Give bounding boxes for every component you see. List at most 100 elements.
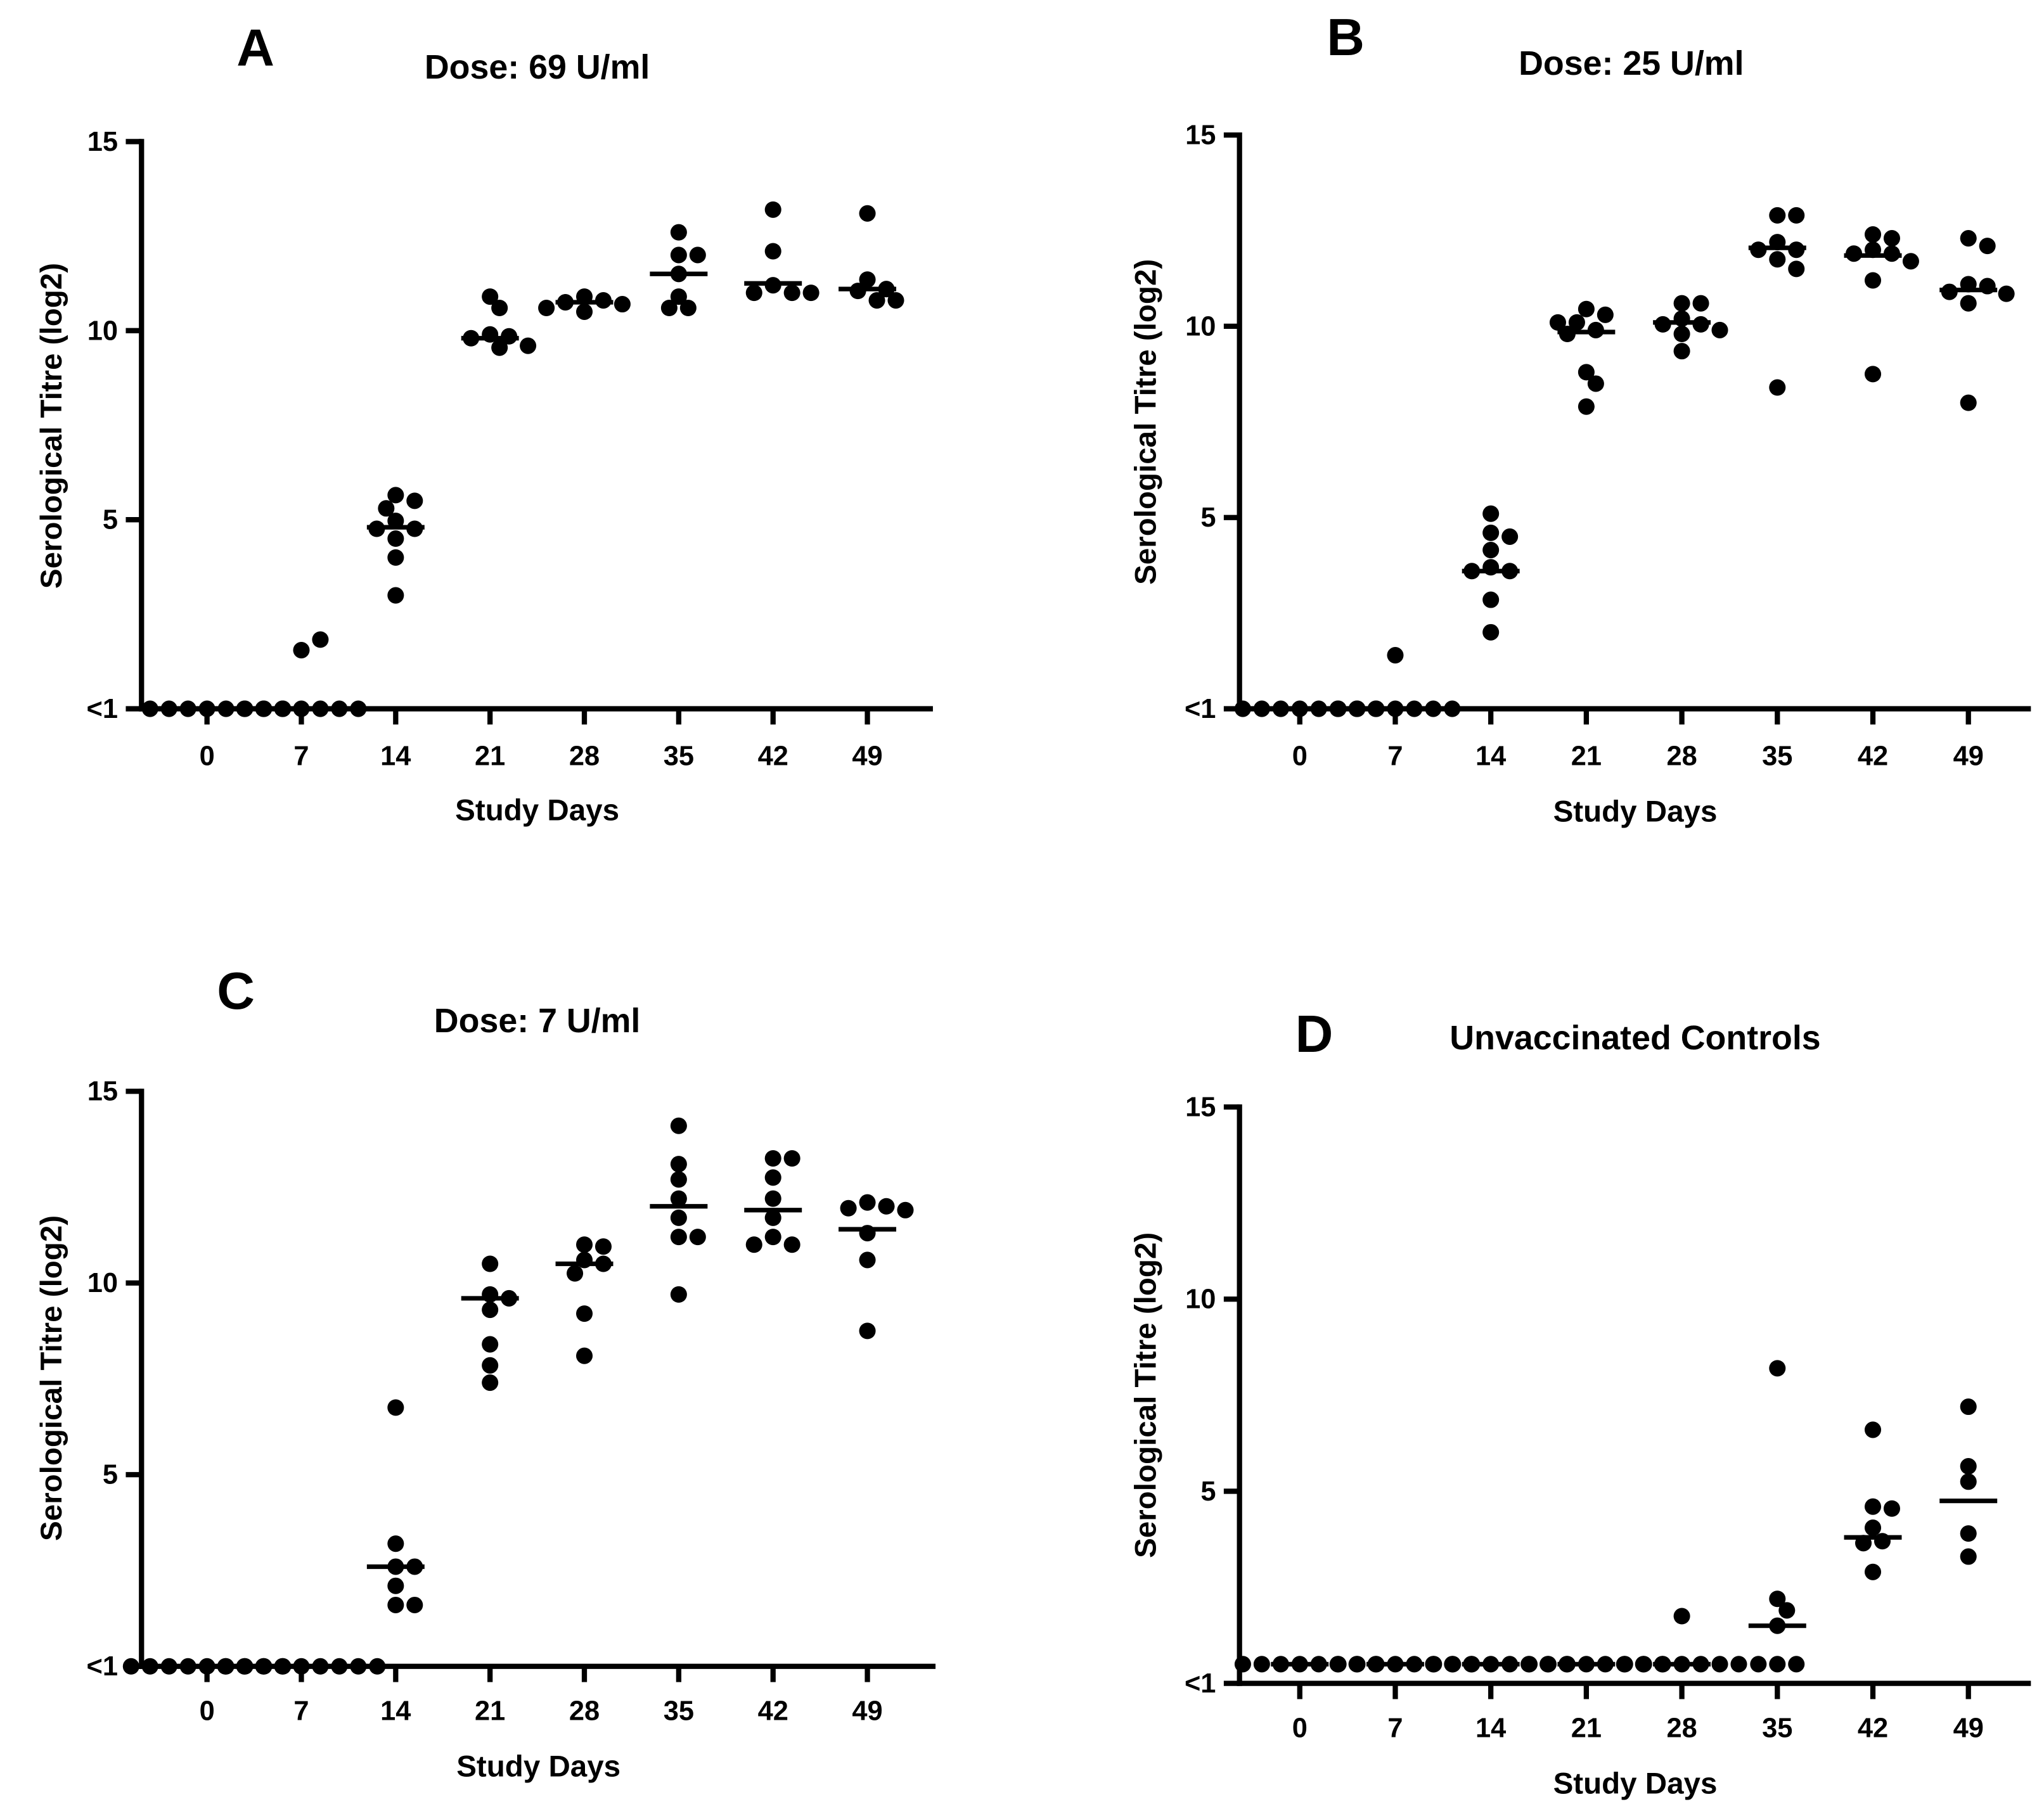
data-point	[1482, 591, 1500, 608]
y-tick-label: 10	[87, 1268, 118, 1298]
x-tick-label: 21	[1571, 741, 1602, 771]
data-point	[331, 700, 348, 717]
x-tick-label: 14	[1475, 1713, 1506, 1743]
data-point	[1788, 1656, 1805, 1673]
data-point	[897, 1201, 914, 1219]
data-point	[575, 1236, 593, 1253]
x-tick-label: 7	[293, 741, 309, 771]
x-tick-label: 14	[1475, 741, 1506, 771]
data-point	[840, 1199, 857, 1217]
x-tick-label: 28	[569, 1696, 600, 1727]
series-day-14	[366, 1399, 425, 1613]
data-point	[482, 1336, 499, 1353]
data-point	[670, 1156, 687, 1173]
series-day-49	[1939, 1398, 1998, 1565]
data-point	[369, 1658, 386, 1675]
data-point	[1501, 528, 1519, 545]
data-point	[670, 1286, 687, 1303]
y-tick-label: <1	[1185, 1668, 1216, 1699]
data-point	[868, 292, 885, 309]
series-day-21	[1549, 300, 1616, 415]
data-point	[1673, 343, 1690, 360]
data-point	[350, 1658, 367, 1675]
series-day-28	[555, 1236, 614, 1364]
data-point	[567, 1265, 584, 1282]
data-point	[387, 530, 404, 547]
data-point	[1769, 251, 1786, 268]
y-axis-label: Serological Titre (log2)	[1129, 1232, 1162, 1558]
data-point	[1692, 295, 1709, 312]
data-point	[670, 1117, 687, 1134]
data-point	[1960, 1458, 1977, 1475]
data-point	[745, 285, 762, 302]
x-tick-label: 0	[200, 741, 215, 771]
panel-label: D	[1295, 1004, 1334, 1063]
series-day-42	[744, 1150, 802, 1253]
data-point	[1520, 1656, 1538, 1673]
data-point	[1673, 1608, 1690, 1625]
data-point	[1597, 306, 1614, 323]
data-point	[482, 1374, 499, 1391]
series-day-49	[839, 205, 904, 309]
data-point	[293, 642, 310, 659]
data-point	[255, 700, 272, 717]
series-day-21	[461, 1255, 519, 1391]
x-tick-label: 21	[1571, 1713, 1602, 1743]
data-point	[764, 201, 781, 218]
data-point	[1864, 1421, 1882, 1438]
x-tick-label: 42	[1858, 741, 1888, 771]
x-tick-label: 49	[1953, 741, 1984, 771]
x-tick-label: 0	[200, 1696, 215, 1727]
data-point	[236, 1658, 253, 1675]
data-point	[1769, 1360, 1786, 1377]
x-tick-label: 7	[1387, 1713, 1403, 1743]
x-tick-label: 28	[1666, 741, 1697, 771]
y-axis-label: Serological Titre (log2)	[35, 1215, 68, 1541]
data-point	[1960, 1398, 1977, 1416]
y-tick-label: 15	[1185, 1092, 1216, 1123]
y-tick-label: <1	[87, 1651, 119, 1682]
series-day-28	[1616, 1608, 1747, 1673]
data-point	[1635, 1656, 1652, 1673]
data-point	[670, 1171, 687, 1188]
series-day-35	[1748, 1360, 1806, 1673]
data-point	[406, 1596, 423, 1613]
x-tick-label: 49	[852, 741, 882, 771]
x-tick-label: 42	[758, 741, 788, 771]
x-tick-label: 49	[852, 1696, 882, 1727]
data-point	[764, 1169, 781, 1186]
series-day-49	[839, 1194, 914, 1340]
data-point	[1979, 238, 1996, 255]
data-point	[1769, 379, 1786, 396]
series-day-42	[1844, 1421, 1902, 1580]
data-point	[406, 492, 423, 509]
y-tick-label: 10	[1185, 311, 1216, 342]
data-point	[482, 288, 499, 305]
data-point	[1960, 1473, 1977, 1490]
data-point	[387, 487, 404, 504]
data-point	[745, 1236, 762, 1253]
y-tick-label: <1	[1185, 694, 1216, 724]
y-tick-label: 5	[103, 505, 118, 535]
y-tick-label: 10	[1185, 1284, 1216, 1315]
x-tick-label: 21	[475, 1696, 505, 1727]
data-point	[1864, 1498, 1882, 1515]
data-point	[878, 1198, 895, 1215]
data-point	[331, 1658, 348, 1675]
data-point	[1349, 700, 1366, 717]
data-point	[1864, 366, 1882, 383]
data-point	[1730, 1656, 1747, 1673]
data-point	[1349, 1656, 1366, 1673]
x-tick-label: 35	[664, 1696, 694, 1727]
x-tick-label: 42	[758, 1696, 788, 1727]
data-point	[1902, 253, 1919, 270]
data-point	[1444, 700, 1461, 717]
data-point	[520, 337, 537, 354]
data-point	[387, 1596, 404, 1613]
data-point	[595, 1238, 612, 1255]
data-point	[387, 549, 404, 566]
x-axis-label: Study Days	[1553, 795, 1718, 828]
x-tick-label: 14	[380, 741, 411, 771]
data-point	[1711, 1656, 1728, 1673]
data-point	[1883, 230, 1900, 247]
